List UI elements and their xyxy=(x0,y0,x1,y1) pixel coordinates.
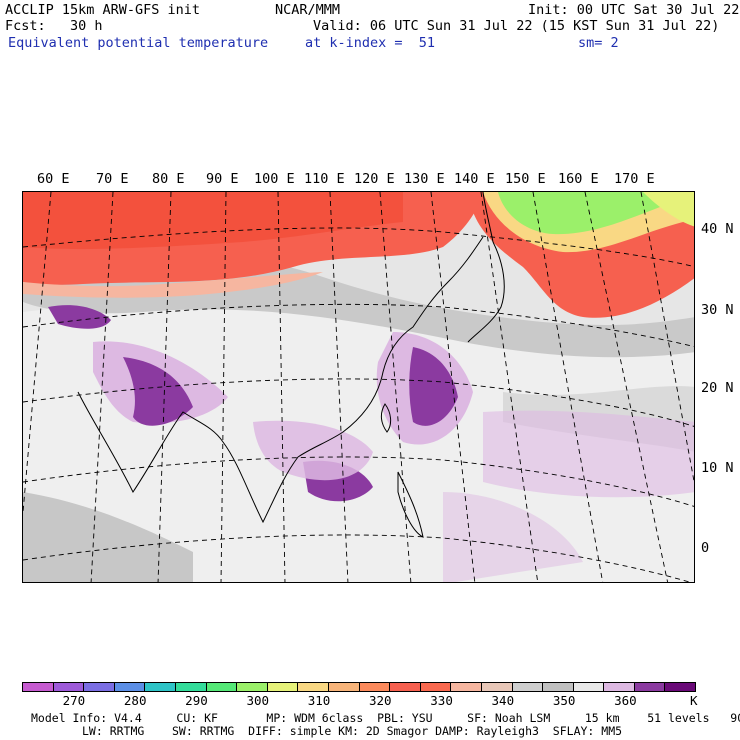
colorbar-swatch xyxy=(573,683,605,691)
colorbar-label: 360 xyxy=(614,693,637,708)
colorbar-swatch xyxy=(390,683,421,691)
colorbar-label: K xyxy=(690,693,698,708)
theta-e-map xyxy=(23,192,694,582)
colorbar-label: 280 xyxy=(123,693,147,708)
coastlines xyxy=(77,192,505,538)
field-name: Equivalent potential temperature xyxy=(8,35,269,51)
colorbar-swatch xyxy=(604,683,635,691)
lat-label: 20 N xyxy=(701,380,734,396)
smoothing-label: sm= 2 xyxy=(578,35,619,51)
yellow-corner xyxy=(643,192,694,227)
colorbar-swatch xyxy=(175,683,207,691)
meridian xyxy=(532,192,604,582)
lon-label: 90 E xyxy=(206,171,239,187)
meridian xyxy=(430,192,476,582)
colorbar-label: 320 xyxy=(369,693,392,708)
warm-edge-north xyxy=(23,272,323,298)
meridian xyxy=(329,192,349,582)
colorbar-swatch xyxy=(359,683,391,691)
lat-label: 10 N xyxy=(701,460,734,476)
colorbar-swatch xyxy=(267,683,299,691)
colorbar-swatch xyxy=(237,683,268,691)
warm-core-north xyxy=(23,192,403,250)
moist-region-east xyxy=(483,410,694,498)
colorbar-label: 290 xyxy=(185,693,208,708)
forecast-hour: Fcst: 30 h xyxy=(5,18,103,34)
green-band xyxy=(498,192,678,235)
sakhalin-coastline xyxy=(482,192,494,243)
meridian xyxy=(584,192,669,582)
parallel-0 xyxy=(23,534,691,582)
colorbar-label: 310 xyxy=(307,693,331,708)
colorbar-swatch xyxy=(206,683,238,691)
colorbar-label: 270 xyxy=(62,693,86,708)
lat-label: 0 xyxy=(701,540,710,556)
colorbar-swatch xyxy=(634,683,666,691)
colorbar-swatch xyxy=(328,683,360,691)
colorbar xyxy=(22,682,696,692)
meridian xyxy=(157,192,172,582)
parallel-10n xyxy=(23,456,694,507)
colorbar-swatch xyxy=(298,683,329,691)
meridian xyxy=(640,192,694,484)
colorbar-label: 350 xyxy=(552,693,576,708)
model-title: ACCLIP 15km ARW-GFS init xyxy=(5,2,201,18)
colorbar-swatch xyxy=(84,683,115,691)
meridian xyxy=(277,192,286,582)
lat-label: 40 N xyxy=(701,221,734,237)
taiwan-coastline xyxy=(380,403,392,433)
colorbar-swatch xyxy=(53,683,85,691)
moist-pocket-west xyxy=(48,305,111,329)
colorbar-swatch xyxy=(114,683,146,691)
model-info-line2: LW: RRTMG SW: RRTMG DIFF: simple KM: 2D … xyxy=(82,724,623,738)
moist-core-india xyxy=(123,357,193,426)
colorbar-swatch xyxy=(23,683,54,691)
level-label: at k-index = 51 xyxy=(305,35,436,51)
mainland-coastline xyxy=(77,236,484,524)
colorbar-label: 330 xyxy=(430,693,453,708)
colorbar-label: 300 xyxy=(246,693,270,708)
colorbar-swatch xyxy=(512,683,544,691)
colorbar-swatch xyxy=(481,683,513,691)
colorbar-swatch xyxy=(543,683,574,691)
valid-time: Valid: 06 UTC Sun 31 Jul 22 (15 KST Sun … xyxy=(313,18,720,34)
moist-region-south xyxy=(443,492,583,582)
lon-label: 70 E xyxy=(96,171,129,187)
model-info-line1: Model Info: V4.4 CU: KF MP: WDM 6class P… xyxy=(31,711,740,725)
colorbar-swatch xyxy=(420,683,452,691)
japan-coastline xyxy=(467,241,505,343)
lon-label: 140 E xyxy=(454,171,495,187)
gray-south xyxy=(23,492,193,582)
parallel-20n xyxy=(23,378,694,427)
colorbar-swatch xyxy=(665,683,696,691)
lon-label: 60 E xyxy=(37,171,70,187)
lon-label: 120 E xyxy=(354,171,395,187)
colorbar-swatch xyxy=(451,683,482,691)
moist-core-pacific xyxy=(409,347,458,426)
philippines-coastline xyxy=(397,471,424,538)
lon-label: 160 E xyxy=(558,171,599,187)
lon-label: 170 E xyxy=(614,171,655,187)
meridian xyxy=(480,192,539,582)
lon-label: 100 E xyxy=(254,171,295,187)
lon-label: 130 E xyxy=(404,171,445,187)
lon-label: 110 E xyxy=(304,171,345,187)
lat-label: 30 N xyxy=(701,302,734,318)
lon-label: 80 E xyxy=(152,171,185,187)
parallel-40n xyxy=(23,227,694,268)
init-time: Init: 00 UTC Sat 30 Jul 22 xyxy=(528,2,740,18)
organization-label: NCAR/MMM xyxy=(275,2,341,18)
meridian xyxy=(379,192,412,582)
parallel-30n xyxy=(23,303,694,347)
map-panel xyxy=(22,191,695,583)
lon-label: 150 E xyxy=(505,171,546,187)
graticule xyxy=(23,192,694,582)
colorbar-label: 340 xyxy=(491,693,515,708)
meridian xyxy=(90,192,114,582)
colorbar-swatch xyxy=(145,683,176,691)
meridian xyxy=(220,192,227,582)
